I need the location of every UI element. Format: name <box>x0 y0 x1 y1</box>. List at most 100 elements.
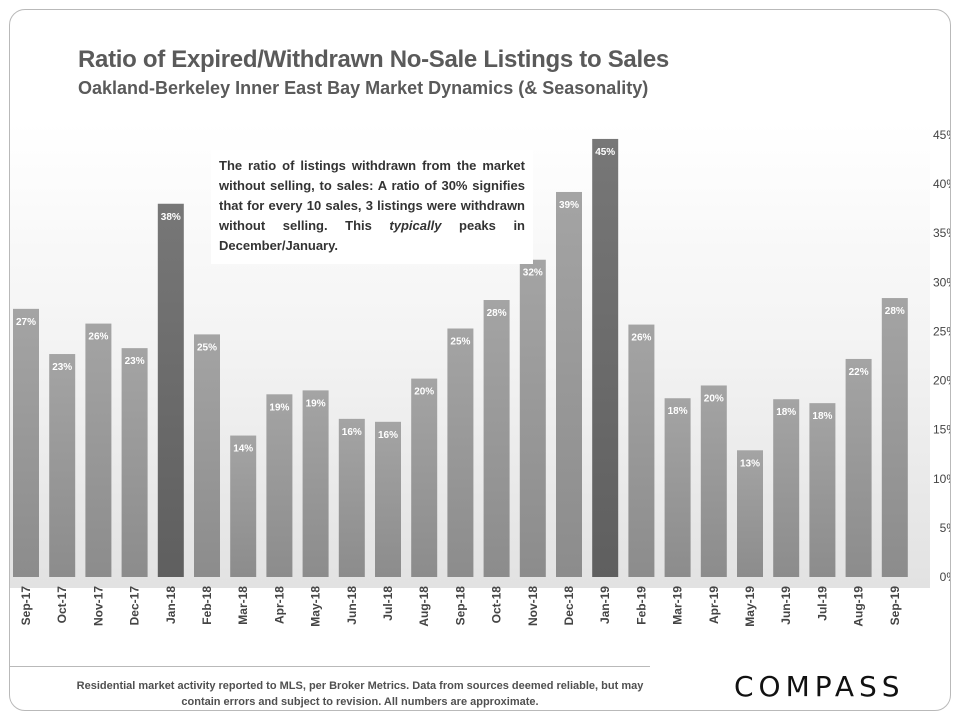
bar-feb-19 <box>628 324 655 577</box>
y-tick-40: 40% <box>933 177 950 191</box>
bar-dec-17 <box>121 348 148 577</box>
data-label-mar-19: 18% <box>668 406 688 417</box>
data-label-jun-18: 16% <box>342 427 362 438</box>
data-label-jul-18: 16% <box>378 430 398 441</box>
x-tick-dec-17: Dec-17 <box>128 586 142 626</box>
footer-divider <box>10 666 650 667</box>
data-label-aug-18: 20% <box>414 387 434 398</box>
x-tick-jan-19: Jan-19 <box>598 586 612 624</box>
x-tick-may-19: May-19 <box>743 586 757 627</box>
data-label-jul-19: 18% <box>812 411 832 422</box>
chart-title: Ratio of Expired/Withdrawn No-Sale Listi… <box>78 46 669 73</box>
bar-jul-18 <box>375 421 401 577</box>
x-tick-jul-19: Jul-19 <box>815 586 829 621</box>
y-tick-15: 15% <box>933 423 950 437</box>
x-tick-sep-19: Sep-19 <box>888 586 902 626</box>
annotation-text-end: peaks in December/January. <box>219 218 525 253</box>
y-tick-20: 20% <box>933 374 950 388</box>
x-tick-may-18: May-18 <box>309 586 323 627</box>
x-tick-mar-18: Mar-18 <box>236 586 250 625</box>
bar-mar-19 <box>664 398 691 577</box>
bar-series <box>13 138 908 578</box>
data-label-dec-17: 23% <box>125 356 145 367</box>
bar-may-18 <box>302 390 329 577</box>
footnote: Residential market activity reported to … <box>76 680 644 708</box>
data-label-group: 27% 23% 26% 23% 38% 25% 14% 19% 19% 16% 16% 20% 25% 2… <box>16 147 905 469</box>
x-tick-jun-19: Jun-19 <box>779 586 793 625</box>
data-label-feb-19: 26% <box>631 333 651 344</box>
chart-subtitle: Oakland-Berkeley Inner East Bay Market D… <box>78 78 649 98</box>
data-label-may-18: 19% <box>306 398 326 409</box>
data-label-sep-18: 25% <box>450 336 470 347</box>
bar-chart: 27% 23% 26% 23% 38% 25% 14% 19% 19% 16% 16% 20% 25% 2… <box>13 128 950 627</box>
data-label-oct-17: 23% <box>52 362 72 373</box>
bar-jun-18 <box>338 418 365 577</box>
data-label-sep-19: 28% <box>885 306 905 317</box>
x-tick-nov-17: Nov-17 <box>91 586 105 626</box>
data-label-oct-18: 28% <box>487 308 507 319</box>
x-tick-jan-18: Jan-18 <box>164 586 178 624</box>
x-tick-sep-18: Sep-18 <box>453 586 467 626</box>
y-tick-25: 25% <box>933 324 950 338</box>
data-label-sep-17: 27% <box>16 317 36 328</box>
bar-jan-18 <box>157 203 184 577</box>
y-tick-45: 45% <box>933 128 950 142</box>
x-tick-mar-19: Mar-19 <box>671 586 685 625</box>
x-tick-dec-18: Dec-18 <box>562 586 576 626</box>
data-label-apr-18: 19% <box>269 402 289 413</box>
bar-jun-19 <box>773 399 800 577</box>
data-label-nov-17: 26% <box>88 332 108 343</box>
y-tick-5: 5% <box>940 521 950 535</box>
x-tick-jun-18: Jun-18 <box>345 586 359 625</box>
x-tick-apr-19: Apr-19 <box>707 586 721 624</box>
data-label-mar-18: 14% <box>233 444 253 455</box>
bar-oct-17 <box>49 354 76 577</box>
y-tick-0: 0% <box>940 570 950 584</box>
data-label-nov-18: 32% <box>523 268 543 279</box>
data-label-jan-18: 38% <box>161 212 181 223</box>
x-tick-sep-17: Sep-17 <box>19 586 33 626</box>
y-axis-labels: 0% 5% 10% 15% 20% 25% 30% 35% 40% 45% <box>933 128 950 584</box>
data-label-dec-18: 39% <box>559 200 579 211</box>
bar-aug-19 <box>845 358 872 577</box>
bar-sep-19 <box>881 298 908 577</box>
annotation-box: The ratio of listings withdrawn from the… <box>211 150 533 264</box>
annotation-emphasis: typically <box>389 218 442 233</box>
bar-dec-18 <box>556 191 582 578</box>
x-tick-feb-19: Feb-19 <box>634 586 648 625</box>
compass-logo: COMPASS <box>734 670 905 703</box>
bar-sep-18 <box>447 328 474 577</box>
data-label-jan-19: 45% <box>595 147 615 158</box>
y-tick-10: 10% <box>933 472 950 486</box>
data-label-may-19: 13% <box>740 458 760 469</box>
data-label-feb-18: 25% <box>197 342 217 353</box>
bar-mar-18 <box>230 435 257 577</box>
bar-nov-18 <box>519 259 546 577</box>
data-label-jun-19: 18% <box>776 407 796 418</box>
bar-may-19 <box>737 450 763 577</box>
bar-jan-19 <box>592 138 619 577</box>
bar-aug-18 <box>411 378 438 577</box>
x-tick-apr-18: Apr-18 <box>272 586 286 624</box>
x-tick-aug-18: Aug-18 <box>417 586 431 627</box>
bar-jul-19 <box>809 403 836 577</box>
x-tick-oct-17: Oct-17 <box>55 586 69 624</box>
x-tick-oct-18: Oct-18 <box>490 586 504 624</box>
y-tick-35: 35% <box>933 226 950 240</box>
bar-feb-18 <box>194 334 220 577</box>
bar-oct-18 <box>483 300 510 577</box>
x-tick-feb-18: Feb-18 <box>200 586 214 625</box>
annotation-text: The ratio of listings withdrawn from the… <box>219 158 525 233</box>
data-label-aug-19: 22% <box>849 367 869 378</box>
y-tick-30: 30% <box>933 275 950 289</box>
data-label-apr-19: 20% <box>704 393 724 404</box>
bar-apr-19 <box>700 385 727 577</box>
bar-sep-17 <box>13 308 39 577</box>
x-tick-jul-18: Jul-18 <box>381 586 395 621</box>
bar-nov-17 <box>85 323 112 577</box>
chart-card: Ratio of Expired/Withdrawn No-Sale Listi… <box>9 9 951 711</box>
x-tick-aug-19: Aug-19 <box>852 586 866 627</box>
x-tick-nov-18: Nov-18 <box>526 586 540 626</box>
x-axis-labels: Sep-17 Oct-17 Nov-17 Dec-17 Jan-18 Feb-18 Mar-… <box>19 586 902 627</box>
bar-apr-18 <box>266 394 293 577</box>
